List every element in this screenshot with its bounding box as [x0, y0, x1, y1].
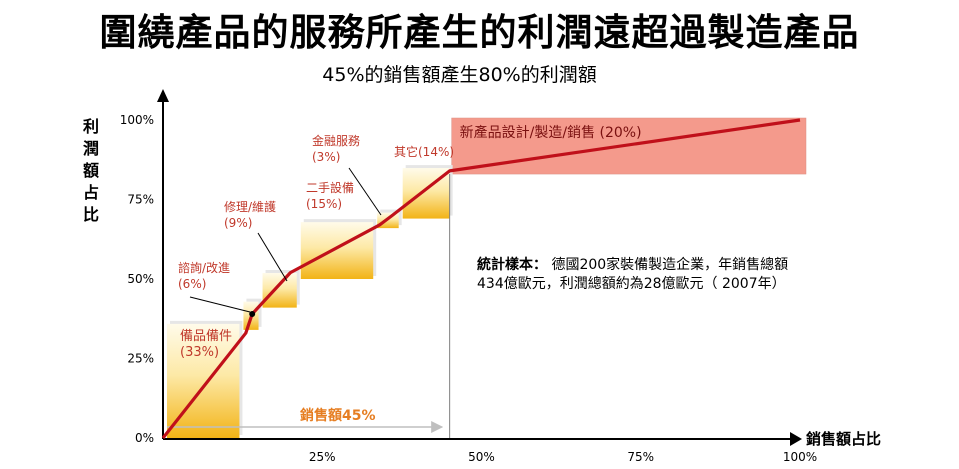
x-axis-label: 銷售額占比 — [806, 430, 882, 448]
segment-pct-1: (6%) — [178, 277, 206, 291]
segment-bar-2 — [262, 273, 297, 308]
y-tick-label-4: 100% — [120, 113, 154, 127]
segment-pct-4: (3%) — [312, 150, 340, 164]
y-tick-label-0: 0% — [135, 431, 154, 445]
segment-pct-3: (15%) — [306, 197, 342, 211]
note-text: 德國200家裝備製造企業，年銷售總額 434億歐元，利潤總額約為28億歐元（ 2… — [477, 257, 789, 292]
new-product-label: 新產品設計/製造/銷售 (20%) — [460, 124, 642, 141]
segment-label-0: 備品備件 — [180, 328, 232, 344]
segment-label-2: 修理/維護 — [224, 199, 276, 214]
y-axis-label: 利潤額占比 — [82, 117, 99, 224]
x-tick-label-0: 25% — [309, 450, 336, 464]
x-tick-label-2: 75% — [627, 450, 654, 464]
x-tick-label-3: 100% — [783, 450, 817, 464]
y-tick-label-1: 25% — [127, 352, 154, 366]
page-subtitle: 45%的銷售額產生80%的利潤額 — [322, 64, 597, 86]
leader-repair — [257, 232, 288, 282]
y-tick-label-3: 75% — [127, 193, 154, 207]
segment-label-3: 二手設備 — [306, 180, 354, 195]
x-axis-arrow — [790, 432, 802, 446]
note-label: 統計樣本： — [477, 257, 547, 273]
y-axis-arrow — [157, 89, 169, 102]
segment-bar-3 — [300, 222, 374, 279]
y-tick-label-2: 50% — [127, 272, 154, 286]
leader-finance — [348, 167, 382, 216]
sales-annotation: 銷售額45% — [300, 407, 376, 424]
statistics-note: 統計樣本： 德國200家裝備製造企業，年銷售總額 434億歐元，利潤總額約為28… — [477, 256, 807, 294]
profit-curve — [161, 118, 801, 439]
segment-pct-0: (33%) — [180, 345, 219, 360]
page-title: 圍繞產品的服務所產生的利潤遠超過製造產品 — [99, 11, 860, 54]
leader-consulting — [189, 296, 251, 313]
segment-label-4: 金融服務 — [312, 133, 360, 148]
segment-pct-2: (9%) — [224, 216, 252, 230]
segment-label-1: 諮詢/改進 — [178, 260, 230, 275]
x-tick-label-1: 50% — [468, 450, 495, 464]
curve-point-consulting — [249, 310, 256, 317]
segment-label-5: 其它(14%) — [394, 144, 454, 159]
